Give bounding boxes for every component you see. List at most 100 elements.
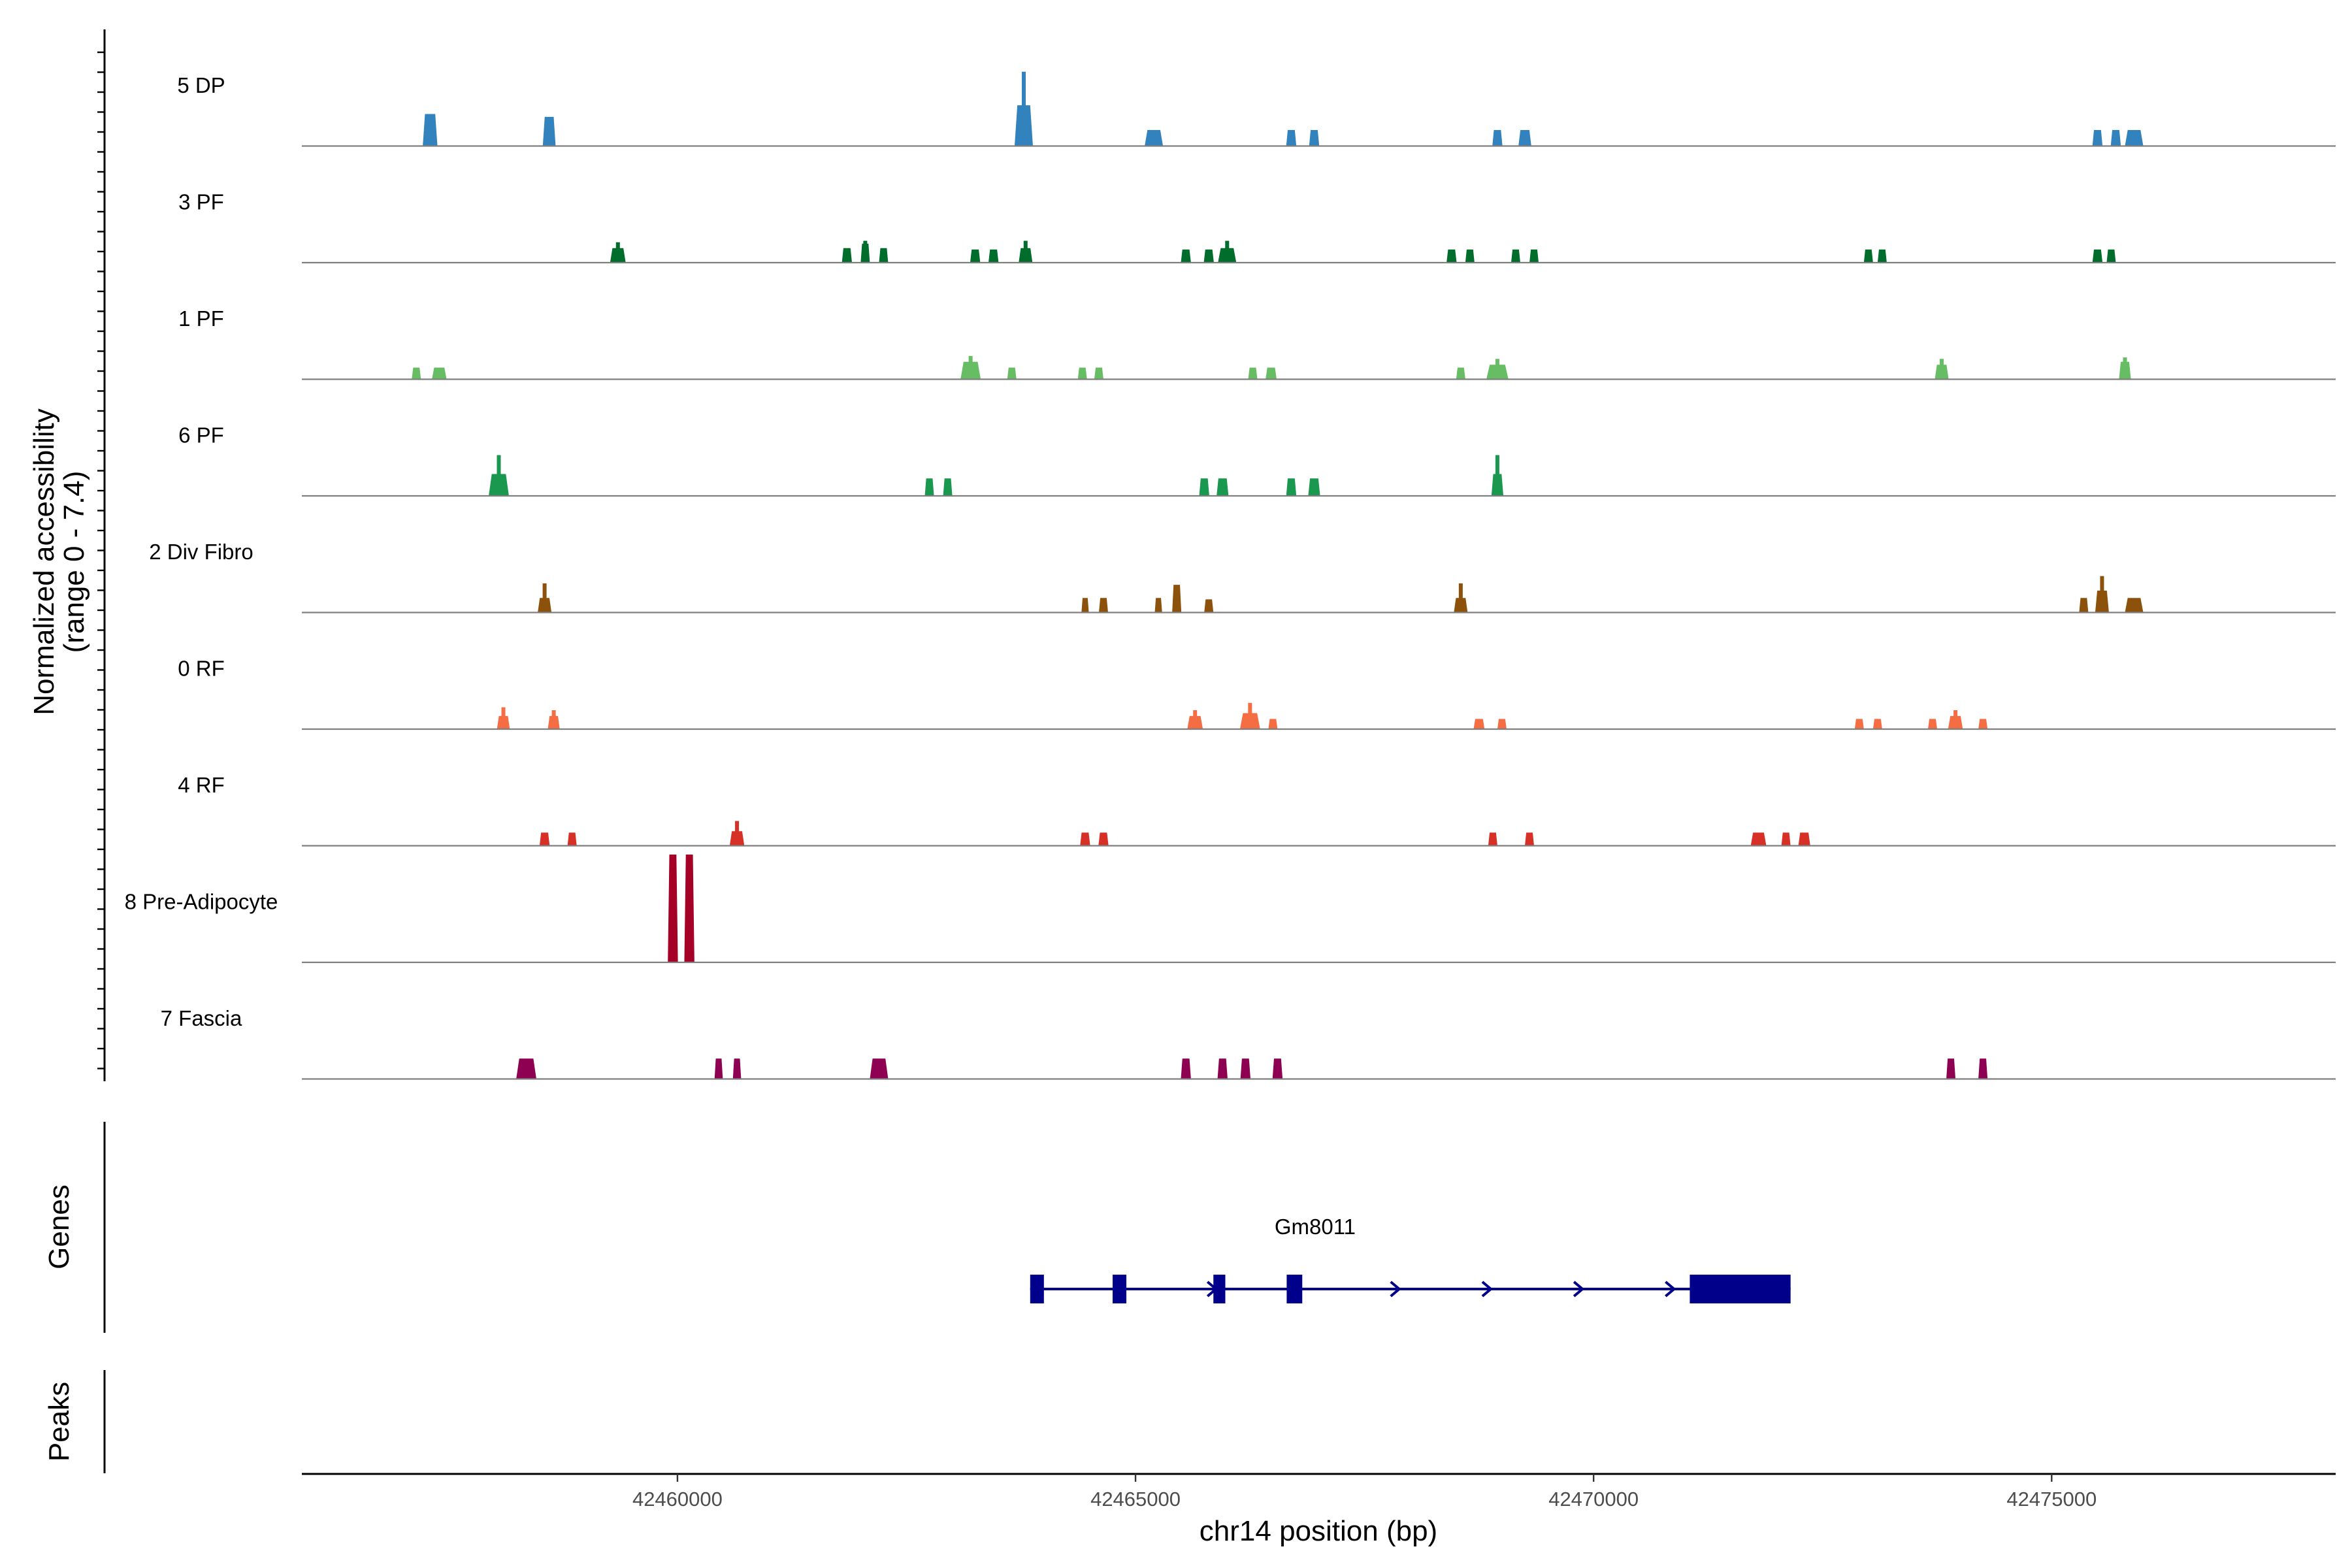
coverage-peak — [1154, 598, 1162, 613]
coverage-peak — [539, 832, 550, 846]
coverage-peak — [924, 478, 934, 496]
strand-arrow — [1481, 1281, 1494, 1298]
coverage-peak — [2106, 249, 2116, 263]
gene-exon — [1286, 1275, 1303, 1303]
coverage-peak — [1877, 249, 1887, 263]
x-tick-label: 42475000 — [2006, 1488, 2097, 1511]
gene-exon — [1213, 1275, 1226, 1303]
coverage-spike — [542, 583, 547, 613]
coverage-peak — [1492, 129, 1503, 146]
coverage-peak — [1172, 585, 1182, 613]
coverage-peak — [1098, 832, 1109, 846]
coverage-peak — [1978, 1058, 1988, 1079]
coverage-peak — [516, 1058, 536, 1079]
track-label: 0 RF — [178, 657, 225, 681]
coverage-spike — [863, 240, 868, 263]
coverage-peak — [1203, 249, 1214, 263]
genes-track-title: Genes — [43, 1184, 75, 1269]
coverage-peak — [567, 832, 577, 846]
strand-arrow — [1573, 1281, 1585, 1298]
coverage-peak — [2092, 129, 2103, 146]
coverage-peak — [1217, 478, 1229, 496]
coverage-spike — [968, 355, 973, 380]
coverage-spike — [1193, 710, 1198, 729]
x-axis-title: chr14 position (bp) — [1200, 1515, 1437, 1547]
coverage-spike — [1495, 359, 1499, 380]
coverage-tracks: 5 DP 3 PF 1 PF 6 PF 2 Div Fibro 0 RF 4 RF 8 Pre… — [125, 71, 2336, 1080]
track-5: 2 Div Fibro — [149, 540, 2336, 613]
coverage-peak — [412, 367, 421, 380]
coverage-spike — [735, 821, 740, 846]
coverage-peak — [841, 248, 853, 263]
coverage-spike — [1021, 71, 1026, 146]
y-axis-title: Normalized accessibility — [28, 408, 60, 715]
coverage-peak — [1098, 598, 1108, 613]
coverage-peak — [1473, 719, 1485, 729]
coverage-peak — [732, 1058, 742, 1079]
coverage-peak — [1529, 249, 1539, 263]
coverage-peak — [1497, 719, 1507, 729]
coverage-peak — [1199, 478, 1209, 496]
coverage-peak — [1145, 129, 1164, 146]
track-label: 1 PF — [178, 306, 224, 331]
coverage-peak — [1240, 1058, 1251, 1079]
coverage-peak — [1978, 719, 1988, 729]
coverage-peak — [1854, 719, 1864, 729]
coverage-peak — [1272, 1058, 1283, 1079]
coverage-peak — [970, 249, 981, 263]
gene-exon — [1112, 1275, 1127, 1303]
coverage-peak — [1286, 129, 1297, 146]
coverage-peak — [1465, 249, 1475, 263]
coverage-peak — [668, 855, 678, 962]
coverage-peak — [1181, 249, 1191, 263]
track-label: 7 Fascia — [161, 1006, 242, 1030]
track-label: 2 Div Fibro — [149, 540, 253, 564]
coverage-peak — [1007, 367, 1017, 380]
coverage-peak — [1094, 367, 1103, 380]
coverage-spike — [547, 127, 551, 146]
coverage-peak — [879, 248, 889, 263]
coverage-spike — [1458, 583, 1463, 613]
track-6: 0 RF — [178, 657, 2336, 730]
track-8: 8 Pre-Adipocyte — [125, 855, 2336, 964]
coverage-peak — [1204, 599, 1214, 613]
coverage-peak — [432, 367, 447, 380]
coverage-peak — [2092, 249, 2103, 263]
coverage-peak — [1518, 129, 1531, 146]
x-tick-label: 42460000 — [632, 1488, 723, 1511]
coverage-peak — [1080, 832, 1090, 846]
coverage-spike — [551, 710, 556, 729]
coverage-peak — [714, 1058, 723, 1079]
track-7: 4 RF — [178, 773, 2336, 847]
gene-exon — [1030, 1275, 1044, 1303]
coverage-peak — [1286, 478, 1297, 496]
track-label: 6 PF — [178, 423, 224, 448]
coverage-spike — [428, 122, 433, 146]
gene-model — [1030, 1275, 1791, 1303]
x-tick-label: 42465000 — [1090, 1488, 1181, 1511]
coverage-spike — [1495, 455, 1499, 496]
coverage-peak — [1217, 1058, 1228, 1079]
coverage-spike — [1248, 702, 1252, 729]
coverage-peak — [1309, 129, 1320, 146]
coverage-spike — [501, 707, 506, 729]
coverage-peak — [1456, 367, 1465, 380]
coverage-peak — [1266, 367, 1277, 380]
track-label: 4 RF — [178, 773, 225, 797]
coverage-peak — [1781, 832, 1791, 846]
coverage-peak — [1077, 367, 1087, 380]
track-3: 1 PF — [178, 306, 2336, 380]
track-label: 5 DP — [177, 73, 225, 97]
track-label: 3 PF — [178, 190, 224, 214]
coverage-spike — [2123, 357, 2127, 380]
y-axis-ticks — [97, 51, 105, 1070]
coverage-peak — [1798, 832, 1810, 846]
coverage-spike — [1953, 710, 1958, 729]
coverage-peak — [1446, 249, 1457, 263]
strand-arrow — [1665, 1281, 1676, 1298]
track-4: 6 PF — [178, 423, 2336, 497]
coverage-peak — [1525, 832, 1535, 846]
gene-exon — [1690, 1275, 1791, 1303]
coverage-peak — [2110, 129, 2121, 146]
